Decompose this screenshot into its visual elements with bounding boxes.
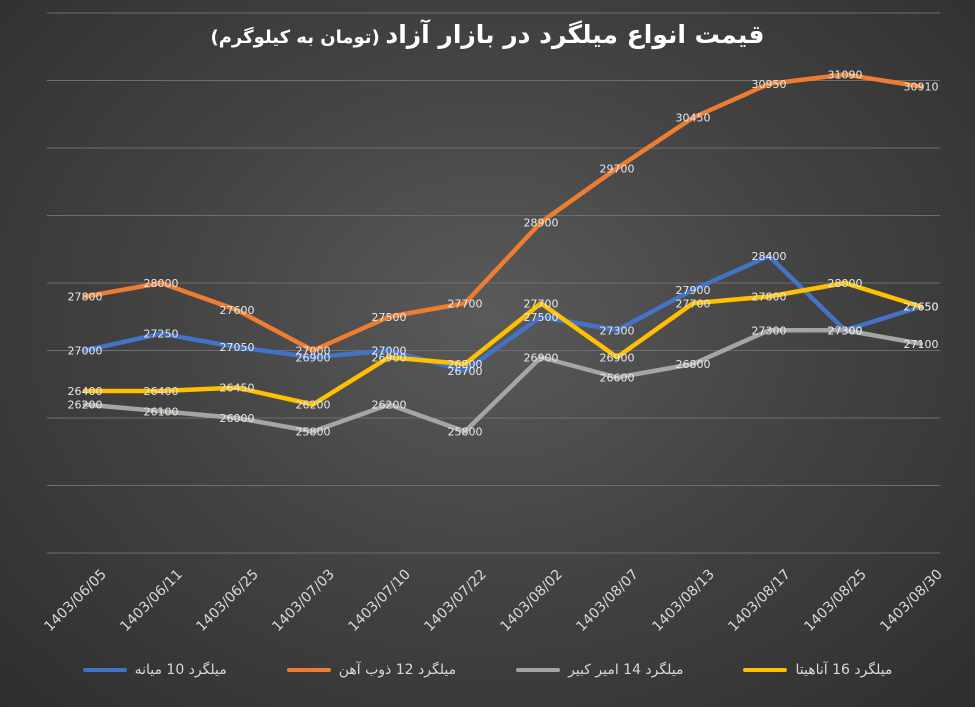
data-label: 30910: [904, 81, 939, 94]
legend-label: میلگرد 12 ذوب آهن: [338, 662, 457, 678]
data-label: 30950: [752, 78, 787, 91]
data-label: 26800: [676, 358, 711, 371]
legend-swatch: [516, 668, 561, 672]
legend-label: میلگرد 16 آناهیتا: [795, 662, 893, 678]
data-label: 27300: [752, 324, 787, 337]
data-label: 27650: [904, 301, 939, 314]
data-label: 27000: [296, 345, 331, 358]
legend-swatch: [743, 668, 788, 672]
legend-item: میلگرد 14 امیر کبیر: [516, 662, 683, 678]
legend-item: میلگرد 12 ذوب آهن: [286, 662, 457, 678]
data-label: 27900: [676, 284, 711, 297]
legend-label: میلگرد 14 امیر کبیر: [568, 662, 684, 678]
x-tick-label: 1403/08/02: [497, 567, 565, 635]
x-tick-label: 1403/06/11: [117, 567, 185, 635]
data-label: 26200: [372, 399, 407, 412]
data-label: 27250: [144, 328, 179, 341]
x-tick-label: 1403/07/22: [421, 567, 489, 635]
data-label: 28000: [144, 277, 179, 290]
data-labels: 2700027250270502690027000267002750027300…: [68, 68, 939, 438]
data-label: 26200: [296, 399, 331, 412]
data-label: 27100: [904, 338, 939, 351]
data-label: 26400: [68, 385, 103, 398]
x-tick-labels: 1403/06/05 1403/06/11 1403/06/25 1403/07/03…: [41, 567, 945, 635]
series-line: [82, 72, 924, 353]
data-label: 26900: [372, 351, 407, 364]
data-label: 26200: [68, 399, 103, 412]
data-label: 27700: [448, 297, 483, 310]
data-label: 27000: [372, 345, 407, 358]
data-label: 27650: [904, 301, 939, 314]
series-line: [82, 328, 924, 434]
data-label: 31090: [828, 68, 863, 81]
series-line: [82, 253, 924, 373]
data-label: 27500: [372, 311, 407, 324]
data-label: 27600: [220, 304, 255, 317]
data-label: 27800: [752, 291, 787, 304]
x-tick-label: 1403/08/30: [877, 567, 945, 635]
data-label: 30450: [676, 112, 711, 125]
data-label: 28900: [524, 216, 559, 229]
data-label: 28000: [828, 277, 863, 290]
data-label: 27700: [524, 297, 559, 310]
x-tick-label: 1403/08/25: [801, 567, 869, 635]
x-tick-label: 1403/08/13: [649, 567, 717, 635]
data-label: 26900: [296, 351, 331, 364]
x-tick-label: 1403/07/03: [269, 567, 337, 635]
x-tick-label: 1403/08/17: [725, 567, 793, 635]
x-tick-label: 1403/08/07: [573, 567, 641, 635]
data-label: 29700: [600, 162, 635, 175]
legend-swatch: [82, 668, 127, 672]
data-label: 26900: [524, 351, 559, 364]
x-tick-label: 1403/06/05: [41, 567, 109, 635]
legend: میلگرد 10 میانه میلگرد 12 ذوب آهن میلگرد 1…: [0, 662, 975, 678]
data-label: 27300: [828, 324, 863, 337]
legend-item: میلگرد 10 میانه: [82, 662, 227, 678]
data-label: 25800: [448, 426, 483, 439]
data-label: 25800: [296, 426, 331, 439]
data-label: 26900: [600, 351, 635, 364]
data-label: 26400: [144, 385, 179, 398]
legend-swatch: [286, 668, 331, 672]
data-label: 26100: [144, 405, 179, 418]
chart-subtitle: (تومان به کیلوگرم): [210, 27, 380, 48]
data-label: 27300: [600, 324, 635, 337]
data-label: 27500: [524, 311, 559, 324]
data-label: 26700: [448, 365, 483, 378]
legend-label: میلگرد 10 میانه: [134, 662, 227, 678]
data-label: 26600: [600, 372, 635, 385]
data-label: 28400: [752, 250, 787, 263]
series-line: [82, 280, 924, 407]
x-tick-label: 1403/06/25: [193, 567, 261, 635]
gridlines: [47, 12, 940, 554]
data-label: 26000: [220, 412, 255, 425]
chart-title-main: قیمت انواع میلگرد در بازار آزاد: [385, 20, 765, 49]
data-label: 27800: [68, 291, 103, 304]
series-lines: [82, 72, 924, 434]
chart-title: قیمت انواع میلگرد در بازار آزاد (تومان ب…: [0, 20, 975, 49]
data-label: 27000: [68, 345, 103, 358]
data-label: 26450: [220, 382, 255, 395]
x-tick-label: 1403/07/10: [345, 567, 413, 635]
data-label: 26800: [448, 358, 483, 371]
data-label: 27050: [220, 341, 255, 354]
legend-item: میلگرد 16 آناهیتا: [743, 662, 892, 678]
data-label: 27300: [828, 324, 863, 337]
data-label: 27700: [676, 297, 711, 310]
